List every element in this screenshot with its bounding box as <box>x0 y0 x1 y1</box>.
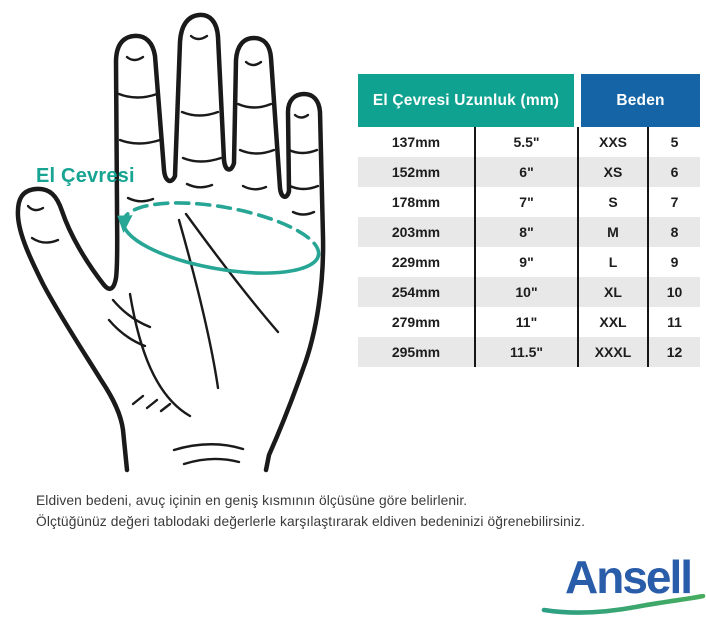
cell-size: S <box>577 187 647 217</box>
ellipse-arrowhead <box>117 215 133 233</box>
cell-inches: 6" <box>474 157 577 187</box>
cell-number: 5 <box>647 127 700 157</box>
cell-mm: 203mm <box>391 224 441 240</box>
size-table: El Çevresi Uzunluk (mm) Beden 137mm 5.5"… <box>358 74 700 367</box>
size-table-body: 137mm 5.5" XXS 5 152mm 6" XS 6 178mm 7" … <box>358 127 700 367</box>
size-table-header: El Çevresi Uzunluk (mm) Beden <box>358 74 700 127</box>
cell-inches: 10" <box>474 277 577 307</box>
cell-mm: 137mm <box>391 134 441 150</box>
header-circumference: El Çevresi Uzunluk (mm) <box>358 74 574 127</box>
cell-inches: 9" <box>474 247 577 277</box>
cell-number: 8 <box>647 217 700 247</box>
table-row: 254mm 10" XL 10 <box>358 277 700 307</box>
cell-inches: 8" <box>474 217 577 247</box>
hand-crease-lines <box>26 34 320 466</box>
cell-number: 11 <box>647 307 700 337</box>
cell-size: XXS <box>577 127 647 157</box>
cell-number: 7 <box>647 187 700 217</box>
cell-number: 6 <box>647 157 700 187</box>
cell-inches: 11" <box>474 307 577 337</box>
cell-number: 10 <box>647 277 700 307</box>
cell-number: 12 <box>647 337 700 367</box>
palm-circumference-label: El Çevresi <box>36 165 135 187</box>
ellipse-solid-arc <box>121 219 321 275</box>
cell-inches: 11.5" <box>474 337 577 367</box>
table-row: 229mm 9" L 9 <box>358 247 700 277</box>
table-row: 152mm 6" XS 6 <box>358 157 700 187</box>
footer-note: Eldiven bedeni, avuç içinin en geniş kıs… <box>36 490 585 532</box>
cell-size: L <box>577 247 647 277</box>
table-row: 203mm 8" M 8 <box>358 217 700 247</box>
cell-mm: 229mm <box>391 254 441 270</box>
cell-mm: 152mm <box>391 164 441 180</box>
cell-number: 9 <box>647 247 700 277</box>
table-row: 178mm 7" S 7 <box>358 187 700 217</box>
cell-size: XL <box>577 277 647 307</box>
ellipse-dashed-arc <box>121 201 321 257</box>
cell-mm: 279mm <box>391 314 441 330</box>
cell-size: XXXL <box>577 337 647 367</box>
cell-mm: 295mm <box>391 344 441 360</box>
cell-size: M <box>577 217 647 247</box>
footer-line-2: Ölçtüğünüz değeri tablodaki değerlerle k… <box>36 514 586 529</box>
ansell-logo-swoosh <box>541 594 706 615</box>
table-row: 137mm 5.5" XXS 5 <box>358 127 700 157</box>
ansell-logo: Ansell <box>541 550 706 616</box>
cell-inches: 5.5" <box>474 127 577 157</box>
cell-inches: 7" <box>474 187 577 217</box>
palm-circumference-ellipse <box>117 201 321 275</box>
ansell-logo-text: Ansell <box>565 551 693 603</box>
hand-illustration <box>15 12 326 473</box>
table-row: 279mm 11" XXL 11 <box>358 307 700 337</box>
hand-outline <box>15 12 326 473</box>
table-row: 295mm 11.5" XXXL 12 <box>358 337 700 367</box>
header-size: Beden <box>581 74 700 127</box>
footer-line-1: Eldiven bedeni, avuç içinin en geniş kıs… <box>36 493 468 508</box>
cell-size: XS <box>577 157 647 187</box>
cell-size: XXL <box>577 307 647 337</box>
cell-mm: 254mm <box>391 284 441 300</box>
cell-mm: 178mm <box>391 194 441 210</box>
